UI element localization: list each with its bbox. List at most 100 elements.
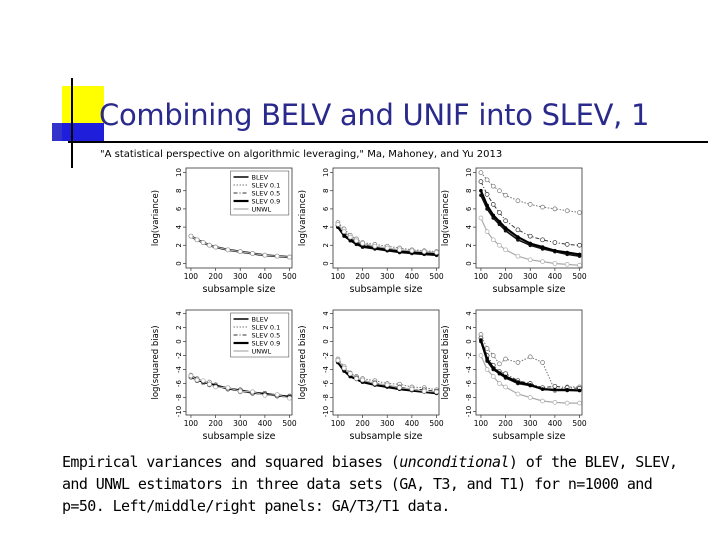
legend-label: SLEV 0.9: [252, 198, 281, 206]
data-point: [490, 202, 496, 207]
x-tick-label: 500: [282, 419, 297, 428]
data-point: [564, 208, 570, 214]
data-point: [484, 346, 490, 351]
x-tick-label: 100: [331, 419, 346, 428]
data-point: [516, 235, 520, 239]
data-point: [516, 238, 520, 242]
y-tick-label: -10: [322, 406, 330, 417]
data-point: [335, 222, 341, 227]
data-point: [564, 400, 570, 406]
x-tick-label: 300: [380, 419, 395, 428]
data-point: [188, 373, 194, 379]
y-tick-label: 4: [322, 311, 330, 316]
decor-blue-square: [62, 123, 104, 141]
data-point: [497, 361, 502, 367]
y-tick-label: -8: [175, 394, 183, 401]
chart-bias-t1: 100 200 300 400 500 -10 -8 -6 -4 -2 0 2 4 subsample s…: [438, 302, 588, 445]
data-point: [540, 259, 545, 264]
x-tick-label: 200: [355, 272, 370, 281]
data-point: [491, 366, 496, 370]
data-point: [527, 257, 533, 263]
data-point: [552, 400, 558, 405]
legend-label: SLEV 0.1: [252, 324, 281, 332]
data-point: [200, 378, 206, 384]
data-point: [354, 238, 359, 244]
y-tick-label: -2: [322, 352, 330, 359]
y-tick-label: -4: [322, 365, 330, 373]
data-point: [527, 202, 533, 207]
legend-label: BLEV: [252, 174, 269, 182]
x-tick-label: 500: [282, 272, 297, 281]
data-point: [421, 249, 427, 254]
data-point: [409, 248, 415, 254]
data-point: [262, 393, 268, 398]
data-point: [491, 213, 496, 218]
data-point: [484, 367, 490, 372]
chart-var-ga: 100 200 300 400 500 0 2 4 6 8 10 subsample size log(…: [148, 160, 298, 298]
data-point: [188, 233, 194, 239]
figure-grid: 100 200 300 400 500 0 2 4 6 8 10 subsample size log(…: [148, 160, 588, 445]
y-tick-label: 6: [465, 206, 473, 211]
data-point: [342, 233, 346, 238]
title-underline: [68, 141, 708, 143]
data-point: [372, 381, 378, 386]
x-tick-label: 400: [258, 272, 273, 281]
y-axis-label: log(variance): [151, 190, 161, 246]
series-line: [480, 337, 580, 389]
data-point: [421, 388, 427, 394]
x-tick-label: 100: [474, 419, 489, 428]
data-point: [341, 229, 347, 234]
plot-frame: [475, 309, 583, 416]
y-tick-label: 0: [175, 339, 183, 343]
data-point: [503, 356, 508, 362]
y-tick-label: -2: [175, 352, 183, 359]
chart-svg: 100 200 300 400 500 0 2 4 6 8 10 subsample size log(…: [441, 167, 587, 295]
y-tick-label: 4: [175, 224, 183, 229]
x-tick-label: 300: [523, 419, 538, 428]
data-point: [434, 389, 439, 395]
caption-italic: unconditional: [399, 453, 509, 471]
x-tick-label: 200: [355, 419, 370, 428]
y-tick-label: 0: [175, 261, 183, 265]
y-axis-label: log(variance): [298, 190, 308, 246]
data-point: [577, 242, 582, 248]
data-point: [225, 385, 231, 391]
y-tick-label: 0: [465, 339, 473, 343]
data-point: [528, 383, 533, 387]
y-tick-label: 2: [322, 243, 330, 247]
data-point: [409, 386, 415, 392]
data-point: [553, 388, 557, 392]
plot-frame: [475, 167, 583, 269]
chart-svg: 100 200 300 400 500 0 2 4 6 8 10 subsample size log(…: [151, 167, 297, 295]
x-tick-label: 500: [572, 272, 587, 281]
y-tick-label: 0: [322, 261, 330, 265]
x-tick-label: 300: [233, 419, 248, 428]
series-line: [337, 358, 437, 391]
x-tick-label: 300: [523, 272, 538, 281]
data-point: [484, 177, 490, 183]
x-tick-label: 400: [405, 272, 420, 281]
chart-var-t3: 100 200 300 400 500 0 2 4 6 8 10 subsample size log(…: [295, 160, 445, 298]
data-point: [250, 389, 255, 395]
data-point: [397, 385, 402, 391]
data-point: [564, 242, 570, 247]
data-point: [478, 353, 484, 358]
caption-part-2: ) of the BLEV, SLEV, and UNWL estimators…: [62, 453, 678, 515]
data-point: [213, 384, 218, 390]
data-point: [384, 245, 390, 251]
data-point: [250, 251, 255, 256]
data-point: [515, 391, 521, 397]
x-tick-label: 100: [184, 419, 199, 428]
y-tick-label: -8: [465, 394, 473, 401]
data-point: [372, 243, 378, 249]
plot-frame: [332, 309, 440, 416]
chart-svg: 100 200 300 400 500 -10 -8 -6 -4 -2 0 2 4 subsample s…: [298, 309, 444, 442]
data-point: [528, 241, 533, 246]
data-point: [225, 247, 231, 253]
data-point: [397, 247, 402, 253]
data-point: [552, 206, 558, 212]
data-point: [540, 387, 545, 391]
x-tick-label: 400: [548, 272, 563, 281]
y-tick-label: 10: [175, 168, 183, 177]
data-point: [485, 203, 489, 208]
